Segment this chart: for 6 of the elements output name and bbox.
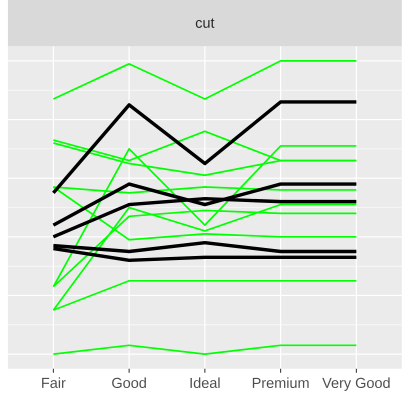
chart-title: cut bbox=[196, 18, 214, 28]
x-tick-label: Ideal bbox=[190, 377, 220, 388]
x-tick-label: Fair bbox=[42, 377, 66, 388]
x-tick-label: Very Good bbox=[322, 377, 390, 391]
x-tick-label: Good bbox=[112, 377, 146, 388]
x-tick-label: Premium bbox=[252, 377, 309, 388]
